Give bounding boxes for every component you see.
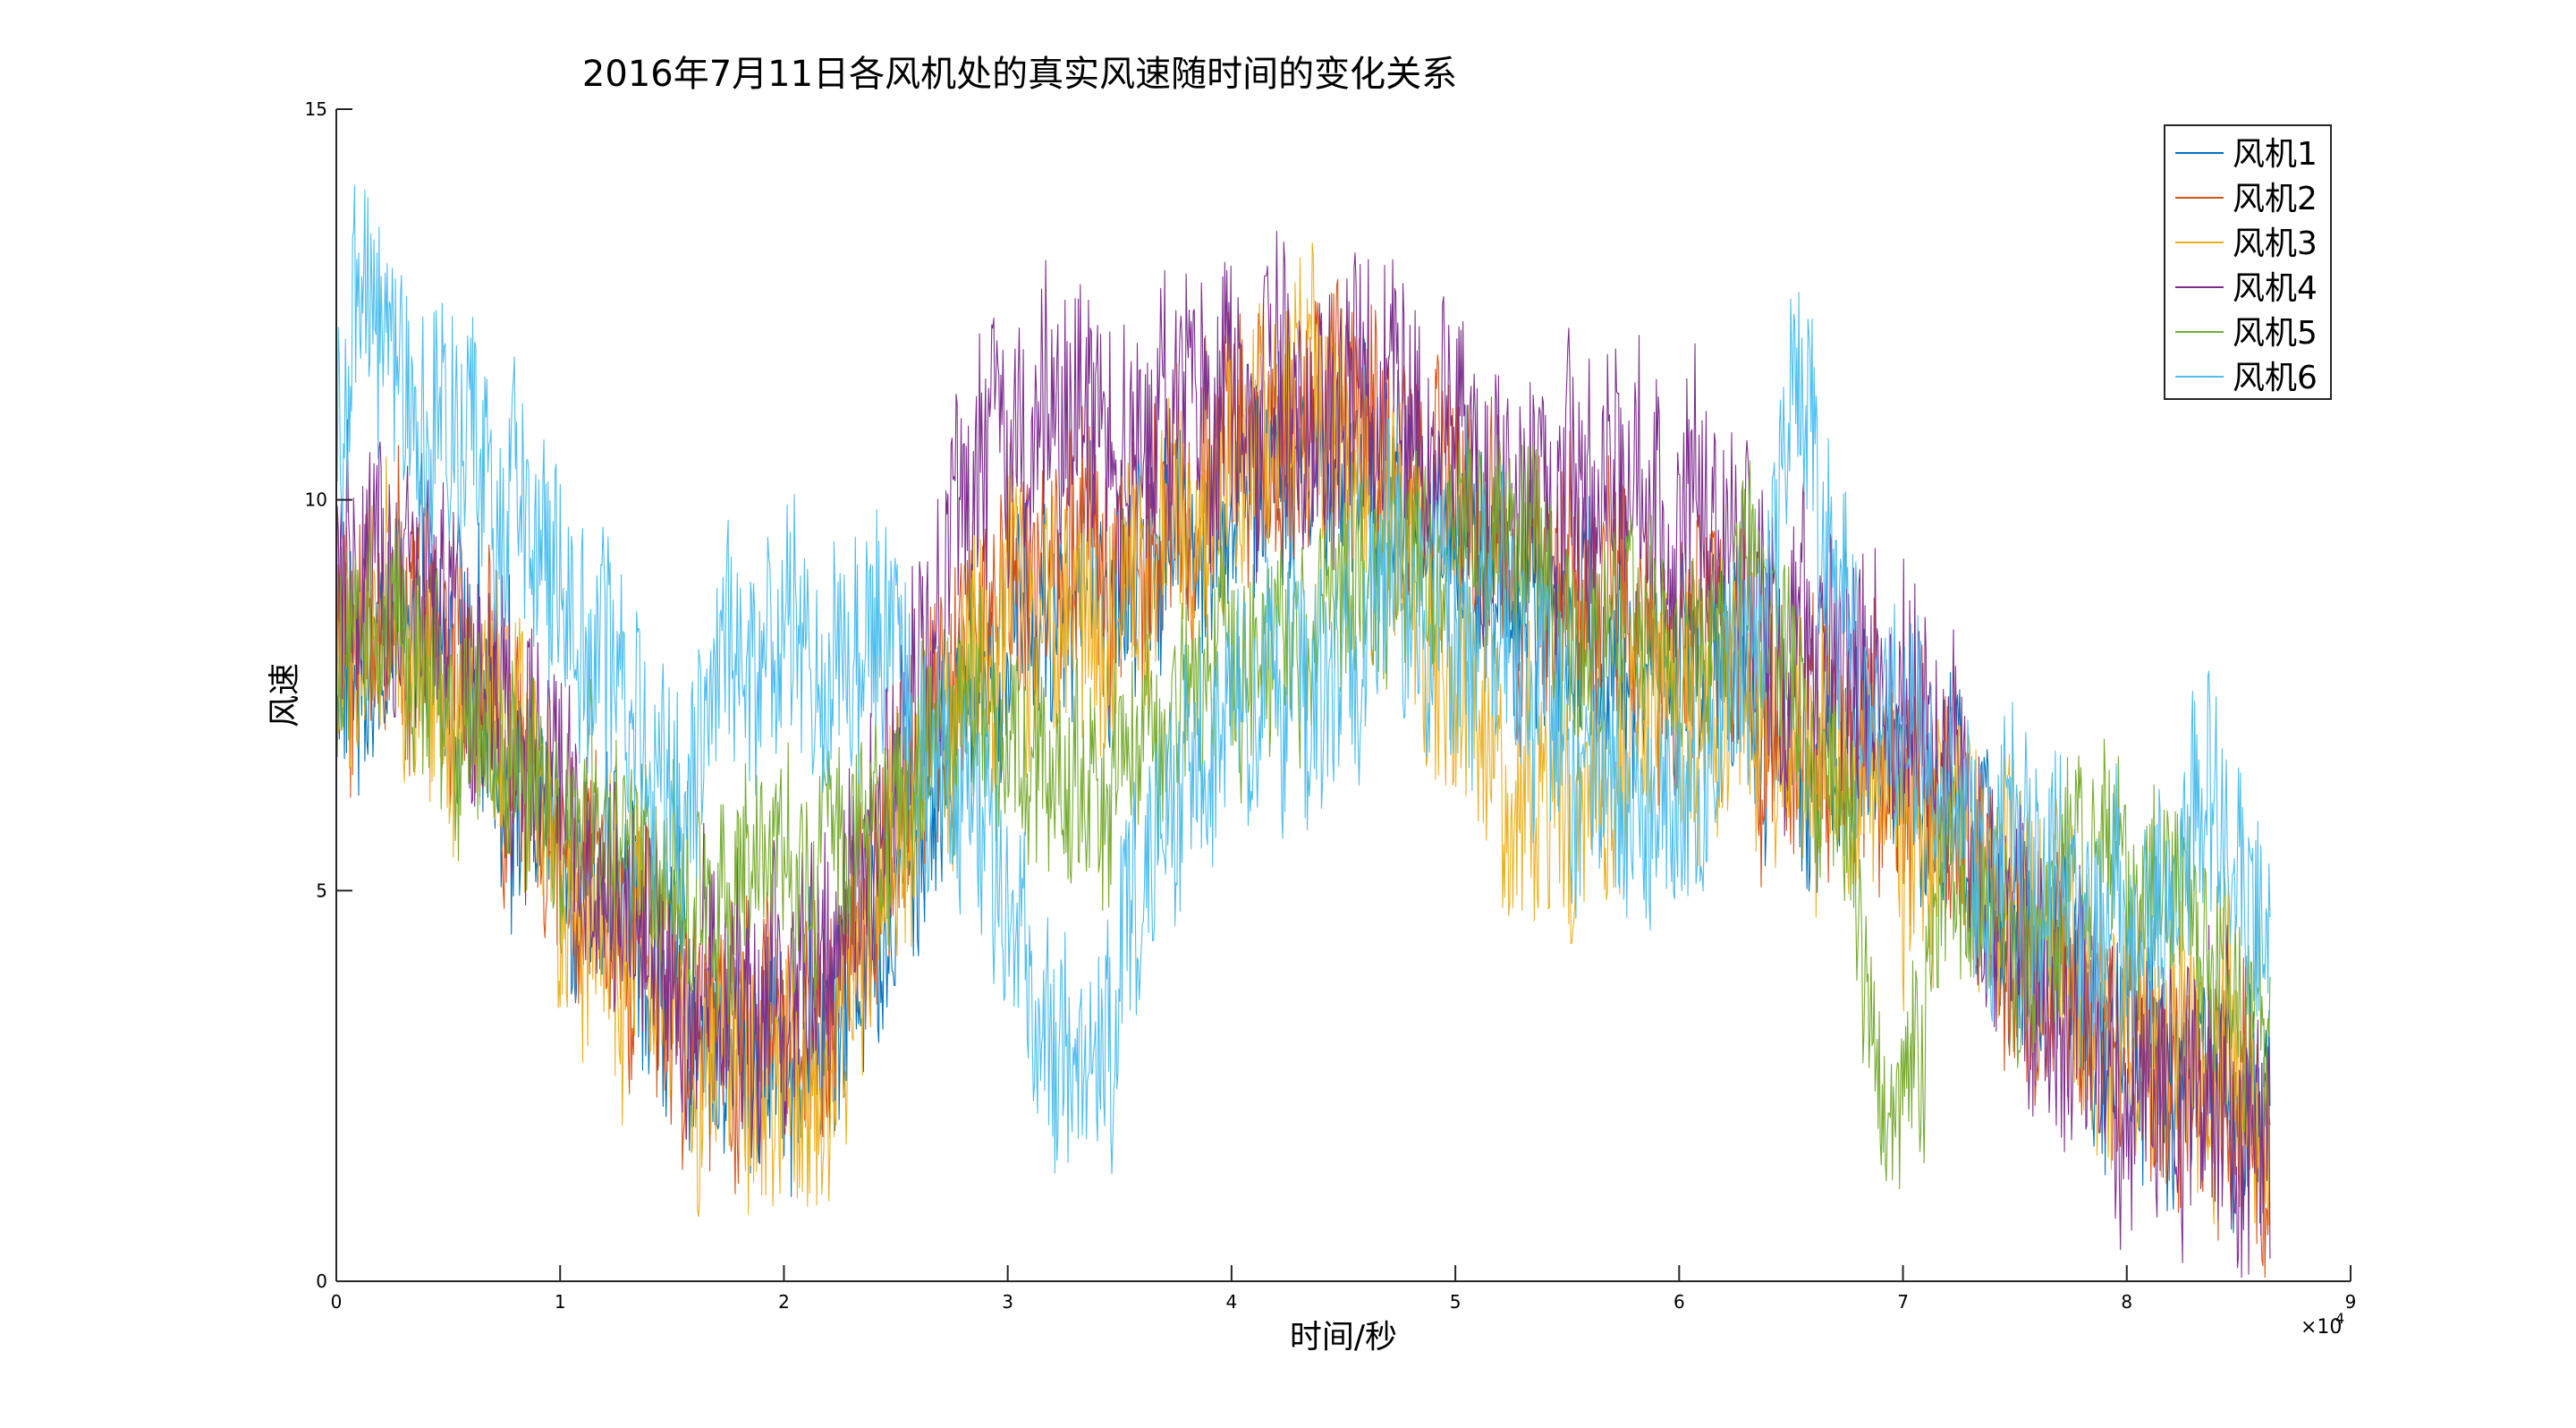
- y-tick-label: 15: [305, 98, 327, 120]
- x-tick-label: 3: [1002, 1291, 1013, 1313]
- x-exponent-power: 4: [2335, 1310, 2344, 1327]
- x-exponent: ×10 4: [2301, 1310, 2344, 1339]
- x-tick-label: 7: [1897, 1291, 1909, 1313]
- y-axis-label: 风速: [267, 663, 303, 727]
- x-tick-label: 9: [2345, 1291, 2357, 1313]
- ticks-layer: 0 1 2 3 4 5 6 7 8 9 0 5 10 15: [305, 98, 2357, 1313]
- series-layer: [335, 184, 2271, 1279]
- y-tick-label: 10: [305, 489, 327, 511]
- chart-title: 2016年7月11日各风机处的真实风速随时间的变化关系: [582, 54, 1457, 95]
- legend-label-5: 风机5: [2233, 315, 2318, 352]
- x-tick-label: 0: [331, 1291, 343, 1313]
- x-exponent-base: ×10: [2301, 1316, 2342, 1339]
- legend-label-2: 风机2: [2233, 181, 2318, 217]
- x-tick-label: 6: [1674, 1291, 1685, 1313]
- plot-area: 0 1 2 3 4 5 6 7 8 9 0 5 10 15: [305, 98, 2357, 1313]
- series-line-4: [335, 231, 2271, 1279]
- axes-layer: [335, 109, 2351, 1282]
- axes-background: [336, 109, 2351, 1281]
- x-tick-label: 1: [555, 1291, 566, 1313]
- legend-label-3: 风机3: [2233, 225, 2318, 262]
- x-tick-label: 4: [1226, 1291, 1238, 1313]
- y-tick-label: 5: [316, 880, 327, 901]
- legend-label-1: 风机1: [2233, 136, 2318, 173]
- y-tick-label: 0: [316, 1271, 327, 1292]
- x-tick-label: 2: [778, 1291, 790, 1313]
- legend-box: [2164, 124, 2332, 400]
- x-axis-label: 时间/秒: [1290, 1319, 1397, 1356]
- x-tick-label: 8: [2121, 1291, 2132, 1313]
- legend-label-6: 风机6: [2233, 360, 2318, 396]
- legend[interactable]: 风机1 风机2 风机3 风机4 风机5 风机6: [2164, 124, 2332, 400]
- x-tick-label: 5: [1450, 1291, 1462, 1313]
- series-line-6: [335, 184, 2271, 1175]
- legend-label-4: 风机4: [2233, 270, 2318, 307]
